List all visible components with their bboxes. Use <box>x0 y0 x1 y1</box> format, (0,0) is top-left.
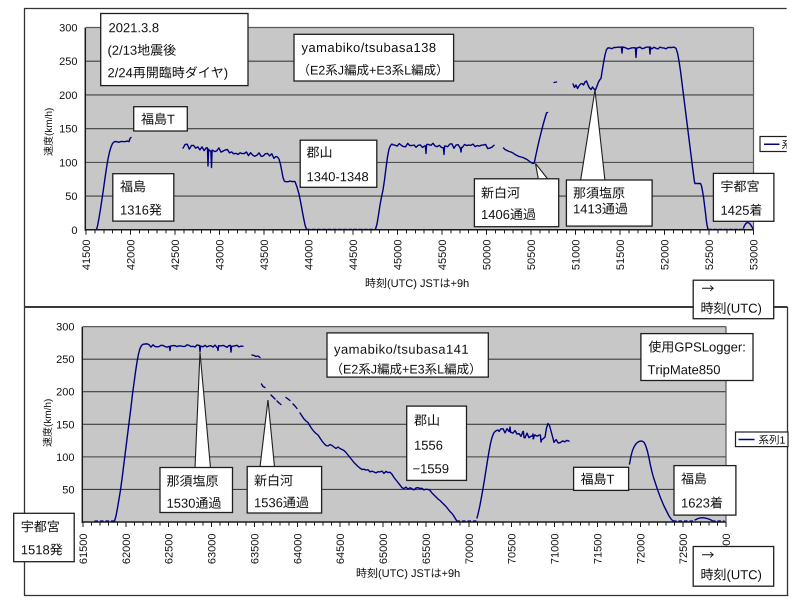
svg-text:52000: 52000 <box>660 240 672 271</box>
svg-text:50500: 50500 <box>526 240 538 271</box>
svg-text:51000: 51000 <box>571 240 583 271</box>
svg-text:41500: 41500 <box>81 240 93 271</box>
svg-text:53000: 53000 <box>749 240 761 271</box>
svg-text:43000: 43000 <box>215 240 227 271</box>
svg-text:0: 0 <box>71 225 77 237</box>
svg-text:100: 100 <box>56 452 74 464</box>
svg-text:71500: 71500 <box>592 534 604 565</box>
svg-text:72500: 72500 <box>678 534 690 565</box>
svg-text:42500: 42500 <box>170 240 182 271</box>
svg-text:250: 250 <box>59 56 77 68</box>
svg-text:50: 50 <box>62 484 74 496</box>
svg-text:50: 50 <box>65 191 77 203</box>
svg-text:65500: 65500 <box>421 534 433 565</box>
svg-text:42000: 42000 <box>126 240 138 271</box>
svg-text:63000: 63000 <box>207 534 219 565</box>
svg-text:51500: 51500 <box>615 240 627 271</box>
svg-text:70500: 70500 <box>507 534 519 565</box>
svg-text:44000: 44000 <box>304 240 316 271</box>
svg-text:62500: 62500 <box>164 534 176 565</box>
svg-text:62000: 62000 <box>121 534 133 565</box>
svg-text:70000: 70000 <box>464 534 476 565</box>
svg-text:45500: 45500 <box>437 240 449 271</box>
svg-text:61500: 61500 <box>78 534 90 565</box>
svg-text:52500: 52500 <box>704 240 716 271</box>
svg-text:50000: 50000 <box>482 240 494 271</box>
svg-text:150: 150 <box>56 419 74 431</box>
svg-text:64000: 64000 <box>292 534 304 565</box>
svg-text:43500: 43500 <box>259 240 271 271</box>
svg-text:45000: 45000 <box>393 240 405 271</box>
svg-text:63500: 63500 <box>249 534 261 565</box>
svg-text:250: 250 <box>56 354 74 366</box>
svg-text:44500: 44500 <box>348 240 360 271</box>
svg-text:100: 100 <box>59 157 77 169</box>
svg-text:71000: 71000 <box>550 534 562 565</box>
svg-text:300: 300 <box>59 23 77 35</box>
svg-text:150: 150 <box>59 124 77 136</box>
svg-text:72000: 72000 <box>635 534 647 565</box>
svg-text:200: 200 <box>59 90 77 102</box>
svg-text:200: 200 <box>56 387 74 399</box>
svg-text:64500: 64500 <box>335 534 347 565</box>
svg-text:300: 300 <box>56 322 74 334</box>
svg-text:65000: 65000 <box>378 534 390 565</box>
